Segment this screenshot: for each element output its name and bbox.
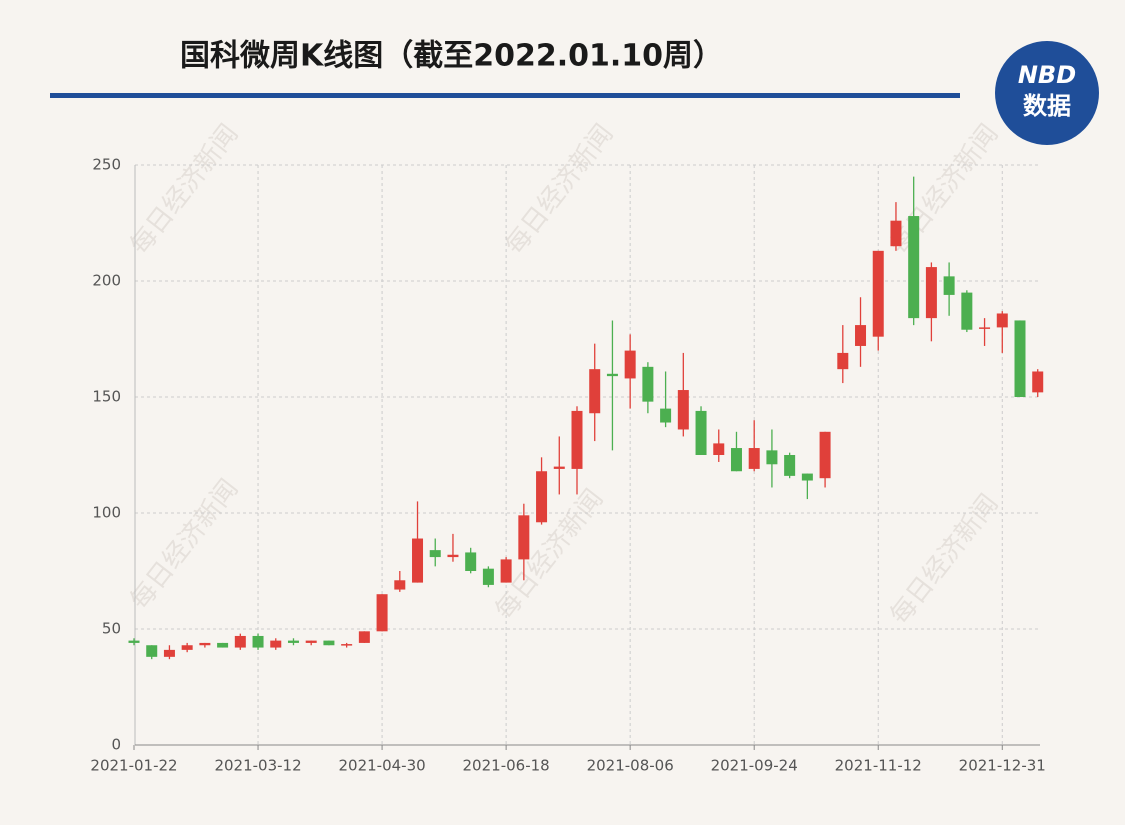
candle-body	[571, 410, 583, 469]
candle-body	[730, 448, 742, 472]
candle-body	[606, 373, 618, 377]
x-tick-label: 2021-06-18	[463, 757, 550, 775]
candle-body	[713, 443, 725, 455]
candle-body	[429, 550, 441, 558]
candle-body	[323, 640, 335, 646]
candle-body	[908, 216, 920, 319]
candle-body	[287, 640, 299, 643]
candle-body	[341, 644, 353, 646]
chart-title: 国科微周K线图（截至2022.01.10周）	[180, 39, 723, 74]
y-tick-label: 0	[111, 736, 121, 754]
candle-body	[199, 642, 211, 646]
x-tick-label: 2021-01-22	[90, 757, 177, 775]
candle-body	[500, 559, 512, 583]
x-tick-label: 2021-03-12	[214, 757, 301, 775]
candle-body	[482, 568, 494, 585]
candle-body	[163, 649, 175, 657]
x-tick-label: 2021-04-30	[338, 757, 425, 775]
candle-body	[943, 276, 955, 295]
candle-body	[872, 250, 884, 337]
candle-body	[589, 369, 601, 414]
y-tick-label: 50	[102, 620, 121, 638]
candle-body	[766, 450, 778, 465]
candle-body	[217, 642, 229, 648]
candle-body	[536, 471, 548, 523]
candle-body	[1032, 371, 1044, 393]
candle-body	[748, 448, 760, 469]
candle-body	[819, 431, 831, 479]
candle-body	[358, 631, 370, 643]
y-tick-label: 150	[92, 388, 121, 406]
candle-body	[270, 640, 282, 648]
y-tick-label: 250	[92, 156, 121, 174]
logo-text: NBD	[1018, 61, 1076, 89]
x-tick-label: 2021-08-06	[587, 757, 674, 775]
candle-body	[394, 580, 406, 590]
candle-body	[801, 473, 813, 481]
candle-body	[961, 292, 973, 330]
candle-body	[234, 635, 246, 648]
candle-body	[925, 267, 937, 319]
x-tick-label: 2021-11-12	[835, 757, 922, 775]
candle-body	[784, 455, 796, 476]
candle-body	[624, 350, 636, 379]
candle-body	[837, 352, 849, 370]
candle-body	[128, 640, 140, 643]
candle-body	[677, 390, 689, 430]
logo	[995, 41, 1099, 145]
logo-text: 数据	[1023, 92, 1071, 120]
candle-body	[890, 220, 902, 247]
candle-body	[855, 325, 867, 346]
y-tick-label: 100	[92, 504, 121, 522]
candle-body	[305, 640, 317, 643]
candle-body	[553, 466, 565, 469]
x-tick-label: 2021-09-24	[711, 757, 798, 775]
y-tick-label: 200	[92, 272, 121, 290]
candle-body	[518, 515, 530, 560]
candle-body	[979, 327, 991, 329]
candle-body	[146, 645, 158, 657]
title-rule	[50, 93, 960, 98]
candle-body	[996, 313, 1008, 328]
candle-body	[376, 594, 388, 632]
x-tick-label: 2021-12-31	[959, 757, 1046, 775]
candle-body	[1014, 320, 1026, 397]
candle-body	[695, 410, 707, 455]
candle-body	[181, 645, 193, 650]
candle-body	[465, 552, 477, 571]
candle-body	[447, 554, 459, 558]
candle-body	[660, 408, 672, 423]
candle-body	[252, 635, 264, 648]
candle-body	[412, 538, 424, 583]
candle-body	[642, 366, 654, 402]
